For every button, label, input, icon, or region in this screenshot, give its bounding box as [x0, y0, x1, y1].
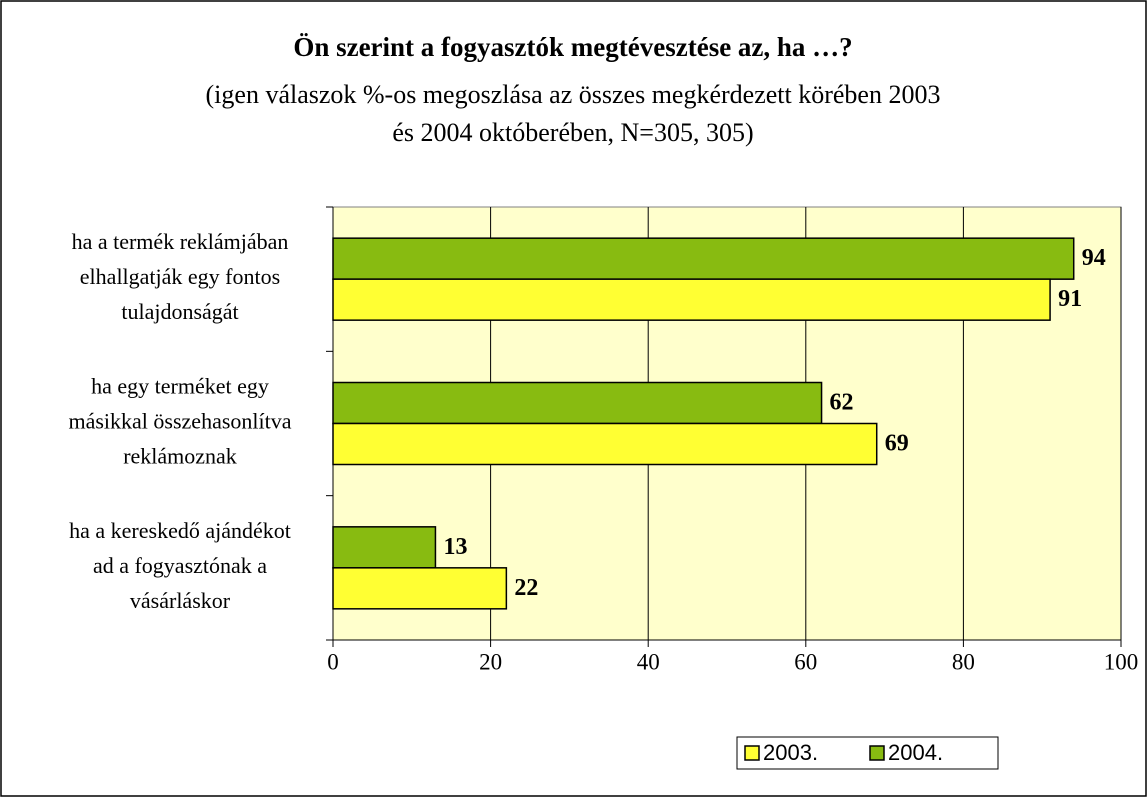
y-tick-label: ha egy terméket egy	[91, 374, 269, 399]
legend-swatch	[744, 745, 760, 761]
legend-label: 2004.	[888, 740, 943, 765]
data-label: 91	[1058, 286, 1082, 312]
chart-subtitle: (igen válaszok %-os megoszlása az összes…	[206, 80, 941, 109]
x-tick-label: 80	[952, 649, 975, 674]
legend-swatch	[869, 745, 885, 761]
bar	[332, 381, 823, 425]
legend-box	[736, 736, 999, 770]
data-label: 62	[830, 390, 854, 416]
y-tick-label: elhallgatják egy fontos	[80, 264, 280, 289]
chart-subtitle: és 2004 októberében, N=305, 305)	[392, 118, 753, 147]
x-tick-label: 20	[479, 649, 502, 674]
x-tick-label: 40	[637, 649, 660, 674]
y-tick-label: másikkal összehasonlítva	[68, 409, 291, 434]
data-label: 69	[885, 431, 909, 457]
data-label: 22	[514, 575, 538, 601]
y-tick-label: ad a fogyasztónak a	[93, 553, 267, 578]
data-label: 94	[1082, 245, 1106, 271]
y-tick-label: vásárláskor	[130, 588, 231, 613]
bar	[332, 526, 437, 569]
x-tick-label: 100	[1104, 649, 1139, 674]
bar	[332, 567, 508, 610]
chart-title: Ön szerint a fogyasztók megtévesztése az…	[293, 32, 852, 62]
data-label: 13	[443, 534, 467, 560]
y-tick-label: tulajdonságát	[121, 299, 238, 324]
legend-label: 2003.	[763, 740, 818, 765]
bar	[332, 278, 1051, 321]
y-tick-label: ha a termék reklámjában	[72, 229, 289, 254]
x-tick-label: 0	[327, 649, 339, 674]
bar	[332, 422, 878, 466]
y-tick-label: reklámoznak	[123, 444, 237, 469]
x-tick-label: 60	[794, 649, 817, 674]
y-tick-label: ha a kereskedő ajándékot	[69, 518, 291, 543]
bar	[332, 237, 1075, 280]
